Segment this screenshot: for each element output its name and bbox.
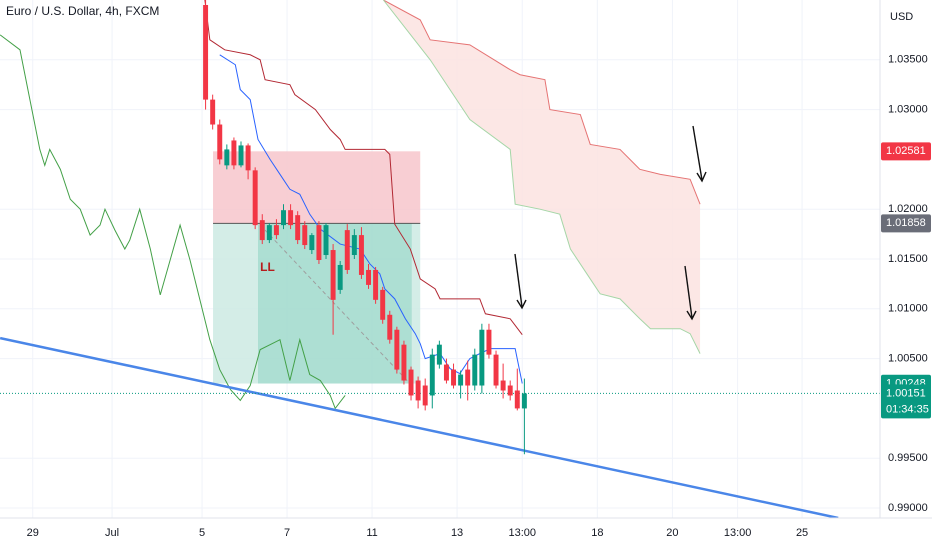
candle-body: [245, 145, 251, 171]
candle-body: [486, 329, 492, 355]
x-tick-label: 7: [284, 527, 290, 539]
candle-body: [259, 220, 265, 241]
price-tag-label: 1.02581: [886, 145, 926, 157]
candle-body: [358, 235, 364, 275]
candle-body: [344, 230, 350, 270]
candle-body: [203, 4, 209, 100]
cloud-edge: [383, 0, 701, 354]
x-tick-label: 13:00: [508, 527, 536, 539]
candle-body: [238, 145, 244, 166]
stop-zone: [213, 151, 421, 224]
candle-body: [507, 385, 513, 396]
y-tick-label: 1.01500: [888, 253, 928, 265]
candle-body: [472, 354, 478, 386]
candle-body: [316, 225, 322, 260]
candle-body: [415, 380, 421, 401]
price-tag: [881, 214, 931, 233]
arrow-head: [686, 310, 697, 321]
arrow-head: [516, 299, 527, 310]
candle-body: [458, 374, 464, 386]
candle-body: [373, 269, 379, 300]
price-tag: [881, 142, 931, 161]
countdown: 01:34:35: [886, 403, 929, 415]
candle-body: [288, 210, 294, 226]
candle-body: [394, 329, 400, 370]
candle-body: [281, 210, 286, 226]
x-tick-label: 13: [451, 527, 463, 539]
candle-body: [309, 235, 315, 251]
candle-body: [493, 354, 499, 386]
candle-body: [401, 344, 407, 381]
x-tick-label: 5: [199, 527, 205, 539]
annotation: LL: [260, 260, 275, 274]
cloud-edge: [383, 0, 701, 205]
arrows: [514, 125, 707, 321]
dashed-line: [264, 229, 413, 386]
candle-body: [302, 225, 308, 246]
chart-title: Euro / U.S. Dollar, 4h, FXCM: [6, 4, 159, 18]
candle-body: [443, 364, 449, 381]
candle-body: [224, 149, 230, 166]
candle-body: [465, 369, 471, 386]
candle-body: [295, 215, 301, 241]
arrow-head: [696, 171, 707, 183]
x-tick-label: 25: [796, 527, 808, 539]
x-tick-label: 20: [666, 527, 678, 539]
price-tag: [881, 384, 931, 419]
plot-area: LL: [0, 0, 880, 518]
x-tick-label: 29: [27, 527, 39, 539]
candle-body: [252, 170, 258, 226]
candle-body: [429, 354, 435, 396]
candle-body: [408, 369, 414, 396]
candle-body: [387, 314, 393, 340]
candle-body: [231, 140, 237, 166]
candle-body: [323, 225, 329, 256]
price-tag-label: 1.01858: [886, 217, 926, 229]
candle-body: [266, 225, 272, 241]
candle-body: [380, 289, 386, 320]
candle-body: [500, 380, 506, 391]
candle-body: [422, 385, 428, 406]
indicator-line: [219, 54, 523, 384]
y-tick-label: 1.03000: [888, 103, 928, 115]
y-tick-label: 0.99500: [888, 452, 928, 464]
candle-body: [351, 235, 357, 256]
candle-body: [337, 264, 343, 290]
candle-body: [210, 99, 216, 125]
arrow: [692, 125, 703, 181]
arrow: [514, 253, 523, 308]
x-tick-label: 13:00: [724, 527, 752, 539]
y-tick-label: 1.00500: [888, 353, 928, 365]
price-tag-label: 1.00151: [886, 387, 926, 399]
currency-label: USD: [890, 11, 913, 23]
candle-body: [366, 269, 371, 285]
indicator-line: [0, 34, 346, 410]
x-tick-label: 11: [366, 527, 377, 539]
indicator-line: [0, 336, 839, 518]
arrow: [684, 265, 693, 319]
cloud-fill: [383, 0, 701, 354]
x-tick-label: 18: [591, 527, 603, 539]
x-tick-label: Jul: [105, 527, 119, 539]
candle-body: [217, 124, 223, 160]
y-tick-label: 0.99000: [888, 502, 928, 514]
candle-body: [436, 344, 442, 365]
y-tick-label: 1.02000: [888, 203, 928, 215]
y-tick-label: 1.03500: [888, 54, 928, 66]
candle-body: [514, 390, 520, 409]
indicator-line: [204, 0, 523, 336]
candle-body: [273, 225, 279, 236]
candle-body: [521, 393, 527, 409]
candle-body: [451, 369, 457, 386]
candle-body: [479, 329, 485, 386]
y-tick-label: 1.01000: [888, 303, 928, 315]
candle-body: [330, 250, 336, 300]
